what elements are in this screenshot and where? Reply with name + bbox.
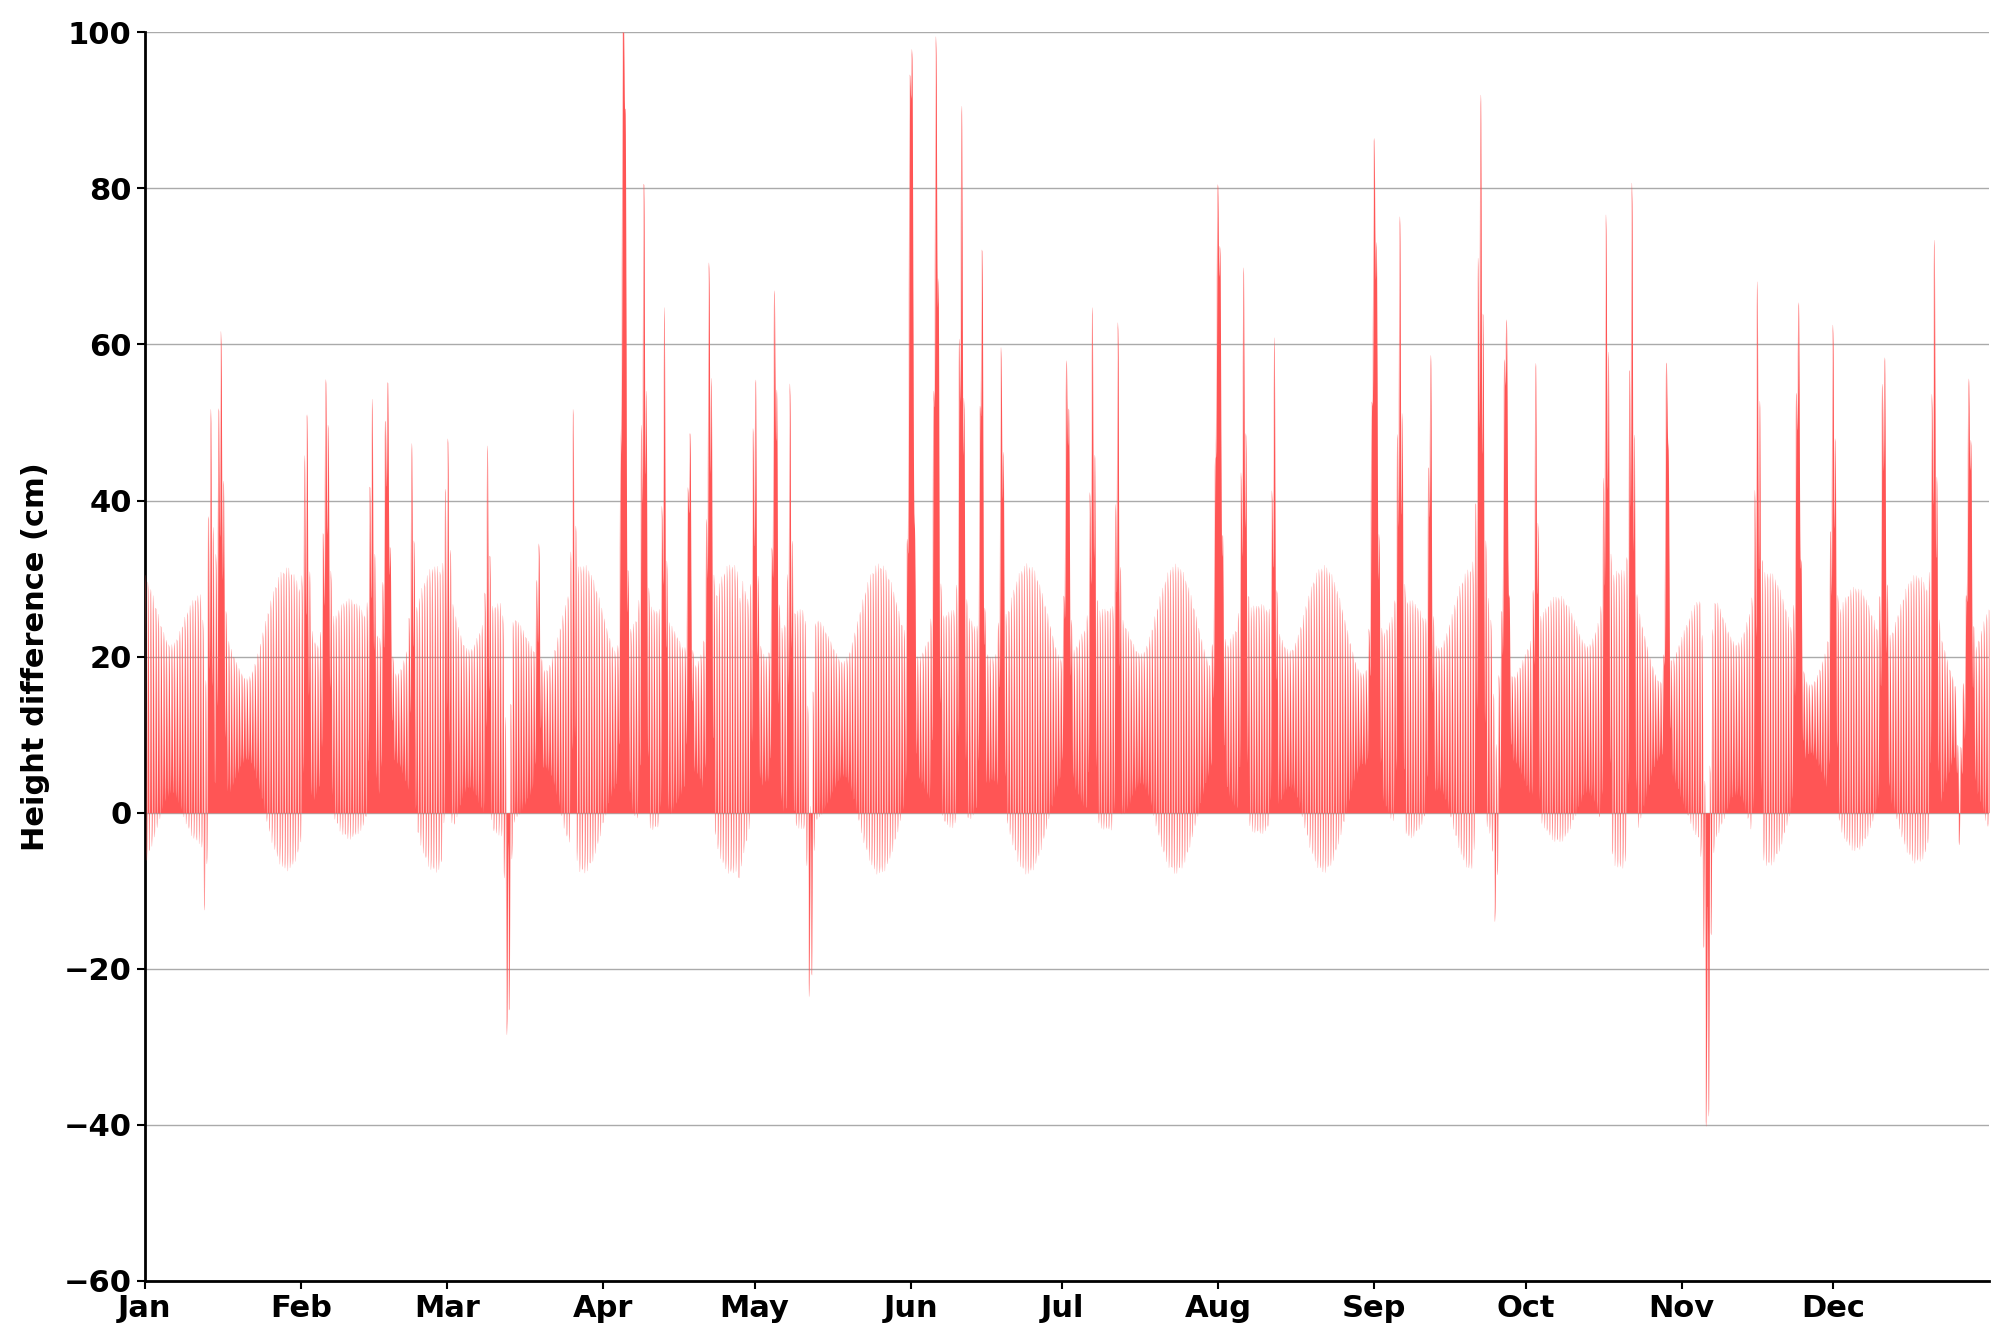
- Y-axis label: Height difference (cm): Height difference (cm): [20, 462, 50, 851]
